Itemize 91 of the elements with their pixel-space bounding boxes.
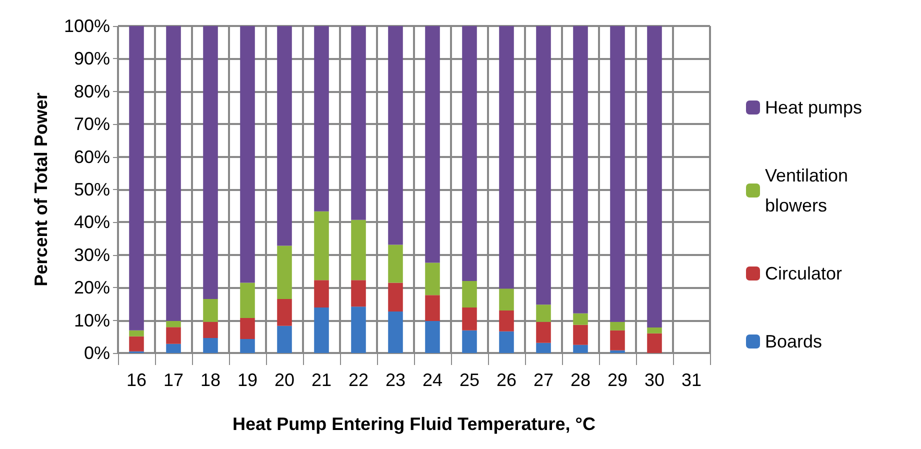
x-tick-label: 29 <box>607 370 628 390</box>
y-tick-label: 30% <box>74 244 110 265</box>
x-tick-label: 20 <box>274 370 295 390</box>
bar <box>462 330 477 353</box>
y-tick-label: 0% <box>84 343 110 363</box>
bar <box>314 280 329 308</box>
bar <box>166 26 181 321</box>
bar <box>499 331 514 353</box>
bar <box>573 324 588 345</box>
x-tick-label: 22 <box>348 370 369 390</box>
y-axis-title: Percent of Total Power <box>31 92 51 286</box>
bar <box>647 327 662 334</box>
bar <box>573 313 588 325</box>
bar <box>573 26 588 314</box>
bar <box>610 26 625 322</box>
x-tick-label: 26 <box>496 370 517 390</box>
bar <box>425 262 440 296</box>
bar <box>647 26 662 328</box>
bar <box>314 26 329 212</box>
y-tick-label: 80% <box>74 81 110 102</box>
x-tick-label: 27 <box>533 370 554 390</box>
x-tick-label: 30 <box>644 370 665 390</box>
x-tick-label: 24 <box>422 370 443 390</box>
x-tick-label: 16 <box>126 370 147 390</box>
bar <box>536 26 551 305</box>
legend-label: Ventilation blowers <box>765 166 854 216</box>
x-tick-label: 21 <box>311 370 332 390</box>
bar <box>388 26 403 245</box>
bar <box>351 220 366 280</box>
x-tick-label: 25 <box>459 370 480 390</box>
y-tick-label: 100% <box>64 16 110 36</box>
bar <box>203 299 218 322</box>
bar <box>536 322 551 343</box>
bar <box>129 330 144 336</box>
bar <box>610 322 625 330</box>
bar <box>203 338 218 353</box>
bar <box>240 282 255 318</box>
bar <box>462 26 477 282</box>
x-axis-title: Heat Pump Entering Fluid Temperature, °C <box>232 414 596 434</box>
y-tick-label: 60% <box>74 146 110 167</box>
bar <box>610 350 625 353</box>
bar <box>425 295 440 321</box>
bar <box>462 281 477 308</box>
y-tick-label: 90% <box>74 48 110 69</box>
y-tick-label: 10% <box>74 310 110 330</box>
bar <box>203 322 218 338</box>
bar <box>499 26 514 289</box>
bar <box>166 327 181 344</box>
bar <box>240 318 255 339</box>
bar <box>240 26 255 283</box>
bar <box>536 342 551 353</box>
y-tick-label: 50% <box>74 180 110 200</box>
bar <box>351 280 366 307</box>
bar <box>647 333 662 353</box>
bar <box>425 320 440 353</box>
bar <box>314 308 329 353</box>
y-tick-label: 70% <box>74 114 110 134</box>
x-tick-label: 31 <box>681 370 702 390</box>
bar <box>388 282 403 312</box>
bar <box>388 244 403 283</box>
bar <box>277 299 292 326</box>
legend-label: Circulator <box>765 264 842 284</box>
bar <box>425 26 440 263</box>
bar <box>388 311 403 353</box>
bar <box>166 344 181 353</box>
y-tick-label: 40% <box>74 212 110 232</box>
bar <box>203 26 218 300</box>
bar <box>129 26 144 330</box>
bar <box>462 308 477 330</box>
bar <box>351 26 366 220</box>
bar <box>499 288 514 310</box>
legend-label: Boards <box>765 332 822 352</box>
bar <box>499 310 514 332</box>
bar <box>351 306 366 353</box>
bar <box>240 338 255 353</box>
bar <box>129 336 144 352</box>
y-tick-label: 20% <box>74 278 110 298</box>
bar <box>277 246 292 300</box>
x-tick-label: 19 <box>237 370 258 390</box>
x-tick-label: 28 <box>570 370 591 390</box>
bar <box>277 26 292 246</box>
bar <box>314 211 329 280</box>
bar <box>536 304 551 322</box>
bar <box>573 344 588 353</box>
bar <box>166 320 181 328</box>
legend-label: Heat pumps <box>765 98 862 118</box>
bar <box>277 326 292 353</box>
x-tick-label: 23 <box>385 370 406 390</box>
bar <box>610 330 625 350</box>
x-tick-label: 17 <box>163 370 184 390</box>
x-tick-label: 18 <box>200 370 221 390</box>
